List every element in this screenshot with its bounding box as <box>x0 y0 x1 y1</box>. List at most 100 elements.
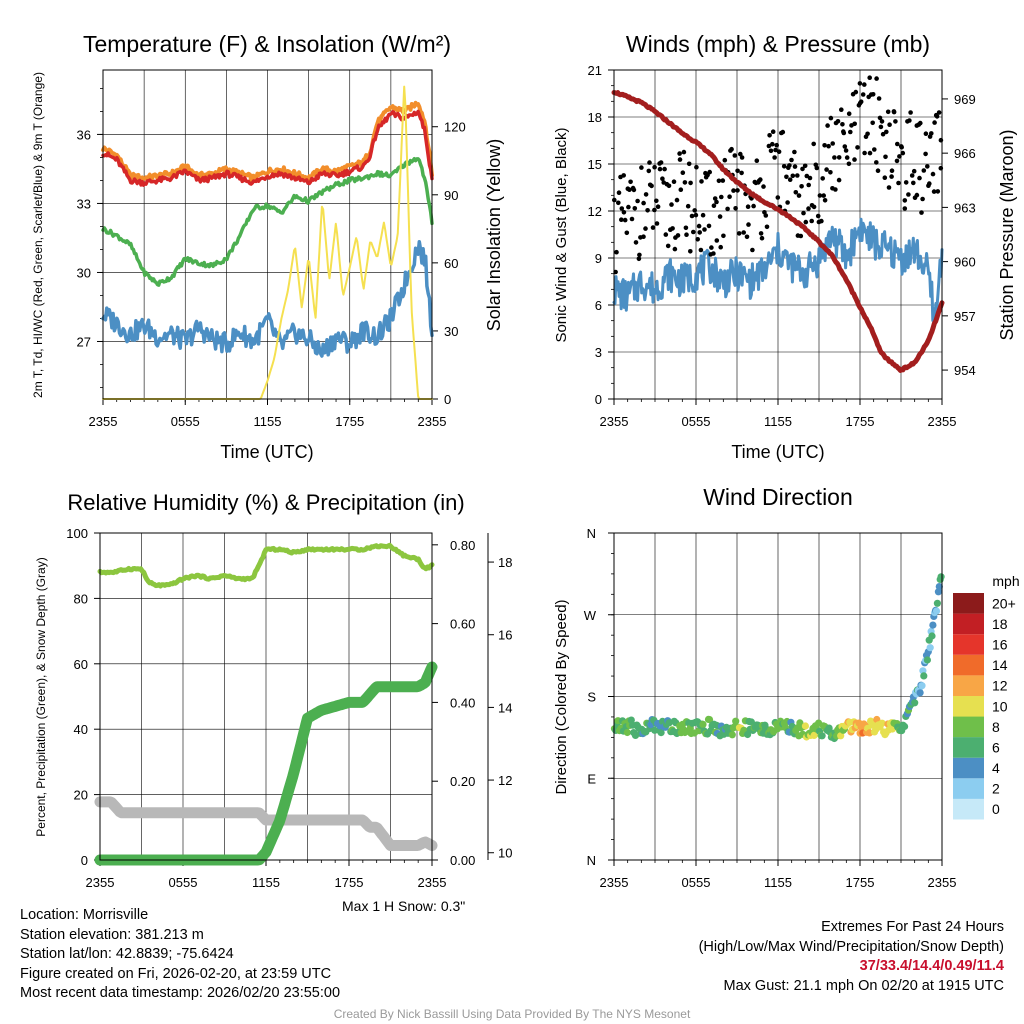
gust-point <box>914 192 920 198</box>
gust-point <box>702 227 707 232</box>
gust-point <box>744 234 750 240</box>
x-tick-label-temp: 1755 <box>335 414 364 429</box>
gust-point <box>817 193 823 198</box>
gust-point <box>654 221 660 226</box>
gust-point <box>697 230 702 235</box>
gust-point <box>616 190 622 195</box>
gust-point <box>930 171 936 177</box>
gust-point <box>669 202 674 207</box>
series-snow-depth <box>94 796 438 851</box>
gust-point <box>931 189 937 194</box>
chart-title-rh: Relative Humidity (%) & Precipitation (i… <box>67 490 464 515</box>
gust-point <box>774 142 779 148</box>
y-axis-label-rh: Percent, Precipitation (Green), & Snow D… <box>34 557 48 836</box>
x-tick-label-dir: 1155 <box>764 875 792 890</box>
gust-point <box>626 204 631 210</box>
gust-point <box>884 129 889 135</box>
gust-point <box>619 217 624 222</box>
gust-point <box>711 251 716 256</box>
gust-point <box>828 170 833 175</box>
gust-point <box>780 129 786 135</box>
gust-point <box>824 167 829 172</box>
y2-tick-label-wind: 954 <box>954 363 976 378</box>
y-tick-label-dir: N <box>587 853 596 868</box>
gust-point <box>832 155 837 160</box>
plot-frame-dir <box>613 532 943 861</box>
gust-point <box>879 119 885 124</box>
gust-point <box>938 137 944 143</box>
x-tick-label-temp: 0555 <box>171 414 200 429</box>
gust-point <box>639 165 644 170</box>
gust-point <box>874 160 879 165</box>
gust-point <box>799 184 804 189</box>
y-tick-label-wind: 9 <box>595 251 602 266</box>
gust-point <box>733 206 738 211</box>
gust-point <box>860 92 866 97</box>
gust-point <box>683 225 689 231</box>
gust-point <box>828 115 834 121</box>
gust-point <box>781 164 787 169</box>
gust-point <box>670 226 675 231</box>
gust-point <box>908 110 913 115</box>
gust-point <box>839 107 844 112</box>
gust-point <box>811 204 817 210</box>
gust-point <box>872 147 877 152</box>
y-axis-label-wind: Sonic Wind & Gust (Blue, Black) <box>553 127 570 342</box>
gust-point <box>921 168 927 173</box>
y-tick-label-temp: 30 <box>77 265 91 280</box>
gust-point <box>675 233 681 238</box>
direction-point <box>911 699 919 707</box>
gust-point <box>806 182 811 188</box>
gust-point <box>844 155 850 160</box>
y3-tick-label: 16 <box>498 628 512 643</box>
gust-point <box>652 164 657 170</box>
gust-point <box>790 173 796 179</box>
series-station-pressure <box>611 90 945 373</box>
gust-point <box>622 217 628 223</box>
station-location: Location: Morrisville <box>20 907 149 923</box>
gust-point <box>631 187 637 193</box>
gust-point <box>741 230 746 235</box>
recent-timestamp: Most recent data timestamp: 2026/02/20 2… <box>20 985 341 1002</box>
gust-point <box>641 234 646 239</box>
gust-point <box>846 161 852 167</box>
y2-tick-label-temp: 90 <box>444 188 458 203</box>
gust-point <box>650 225 656 230</box>
colorbar-swatch <box>953 737 984 758</box>
gust-point <box>766 143 772 149</box>
colorbar-swatch <box>953 798 984 820</box>
gust-point <box>842 144 848 149</box>
y-tick-label-wind: 18 <box>588 110 602 125</box>
y-axis-label-temp: 2m T, Td, HI/WC (Red, Green, Scarlet/Blu… <box>31 72 45 398</box>
colorbar-swatch <box>953 716 984 738</box>
gust-point <box>773 147 778 153</box>
gust-point <box>717 214 723 219</box>
gust-point <box>801 210 806 216</box>
direction-point <box>901 722 909 731</box>
gust-point <box>934 114 940 119</box>
gust-point <box>693 212 699 218</box>
y-tick-label-wind: 15 <box>588 157 602 172</box>
gust-point <box>911 168 917 174</box>
gust-point <box>776 149 782 154</box>
y-tick-label-rh: 0 <box>81 853 88 868</box>
x-axis-label-temp: Time (UTC) <box>220 442 313 462</box>
extremes-values: 37/33.4/14.4/0.49/11.4 <box>859 958 1004 975</box>
series-2m-td <box>101 156 434 287</box>
colorbar-swatch <box>953 696 984 717</box>
gust-point <box>646 168 652 174</box>
y2-tick-label-wind: 957 <box>954 309 976 324</box>
plot-frame-temp <box>102 69 433 400</box>
gust-point <box>645 208 650 213</box>
gust-point <box>919 210 924 215</box>
series-9m-t <box>101 100 434 182</box>
y-tick-label-temp: 27 <box>77 334 91 349</box>
gust-point <box>785 200 790 205</box>
gust-point <box>745 204 751 209</box>
gust-point <box>770 141 775 147</box>
gust-point <box>621 210 627 215</box>
gust-point <box>685 203 691 209</box>
gust-point <box>792 164 798 169</box>
gust-point <box>876 96 882 101</box>
